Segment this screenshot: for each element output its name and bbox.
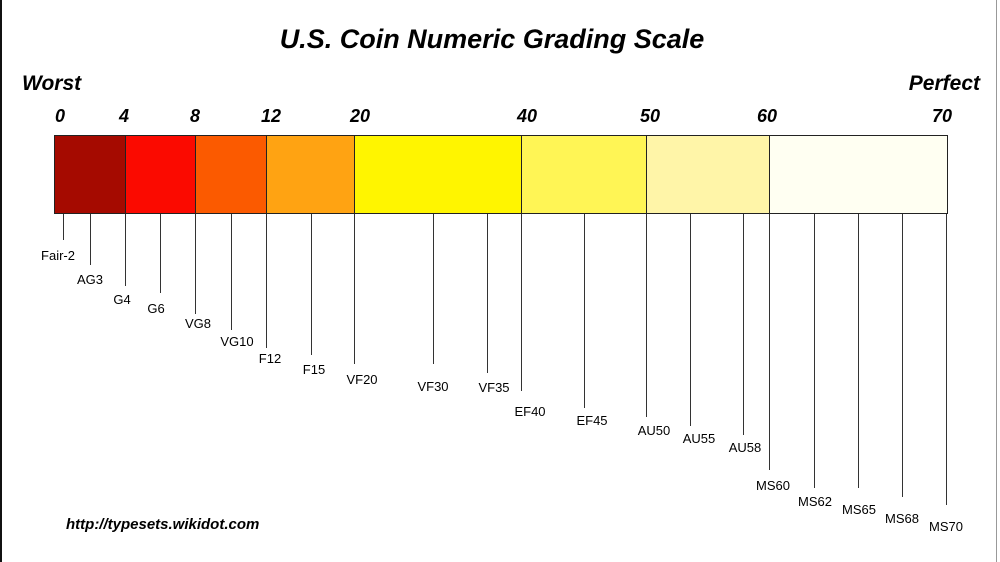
grade-leader-line [902,214,903,497]
grade-label-ms68: MS68 [885,511,919,526]
grade-leader-line [125,214,126,286]
grade-label-vf35: VF35 [478,380,510,395]
grade-label-ms60: MS60 [756,478,790,493]
scale-segment-50-60 [646,135,771,214]
scale-tick-40: 40 [516,106,538,126]
frame-left-border [0,0,2,562]
grade-label-ef40: EF40 [514,404,546,419]
scale-segment-12-20 [266,135,356,214]
grade-leader-line [690,214,691,426]
grade-leader-line [160,214,161,293]
source-url: http://typesets.wikidot.com [66,516,260,533]
worst-label: Worst [22,72,82,95]
grade-leader-line [63,214,64,240]
scale-tick-50: 50 [639,106,661,126]
grade-leader-line [769,214,770,470]
grade-leader-line [266,214,267,348]
grade-leader-line [946,214,947,505]
scale-tick-0: 0 [54,106,66,126]
grade-label-vf30: VF30 [417,379,449,394]
scale-tick-60: 60 [756,106,778,126]
grade-leader-line [521,214,522,391]
grade-leader-line [90,214,91,265]
grade-leader-line [487,214,488,373]
scale-tick-12: 12 [260,106,282,126]
scale-tick-4: 4 [118,106,130,126]
grade-label-f15: F15 [302,362,326,377]
grade-leader-line [354,214,355,364]
perfect-label: Perfect [908,72,980,95]
grade-label-ef45: EF45 [576,413,608,428]
grade-leader-line [743,214,744,435]
grade-label-f12: F12 [258,351,282,366]
scale-segment-8-12 [195,135,268,214]
diagram-title: U.S. Coin Numeric Grading Scale [279,24,705,54]
scale-tick-8: 8 [189,106,201,126]
grade-leader-line [433,214,434,364]
grade-label-vf20: VF20 [346,372,378,387]
scale-tick-70: 70 [931,106,953,126]
grade-label-vg10: VG10 [220,334,254,349]
scale-segment-0-4 [54,135,127,214]
grade-leader-line [814,214,815,488]
scale-segment-60-70 [769,135,948,214]
grade-label-vg8: VG8 [184,316,212,331]
grade-label-ms65: MS65 [842,502,876,517]
grade-leader-line [584,214,585,408]
grade-leader-line [231,214,232,330]
scale-segment-4-8 [125,135,197,214]
scale-segment-40-50 [521,135,648,214]
grade-label-fair-2: Fair-2 [41,248,75,263]
grade-leader-line [858,214,859,488]
scale-tick-20: 20 [349,106,371,126]
grade-label-ms62: MS62 [798,494,832,509]
grade-label-au55: AU55 [682,431,716,446]
grade-label-g4: G4 [113,292,131,307]
grade-leader-line [195,214,196,314]
grade-label-ag3: AG3 [76,272,104,287]
grade-label-au50: AU50 [637,423,671,438]
grade-leader-line [311,214,312,355]
grade-label-au58: AU58 [728,440,762,455]
grade-label-ms70: MS70 [929,519,963,534]
grade-label-g6: G6 [147,301,165,316]
scale-segment-20-40 [354,135,523,214]
grade-leader-line [646,214,647,417]
frame-right-border [996,0,997,562]
